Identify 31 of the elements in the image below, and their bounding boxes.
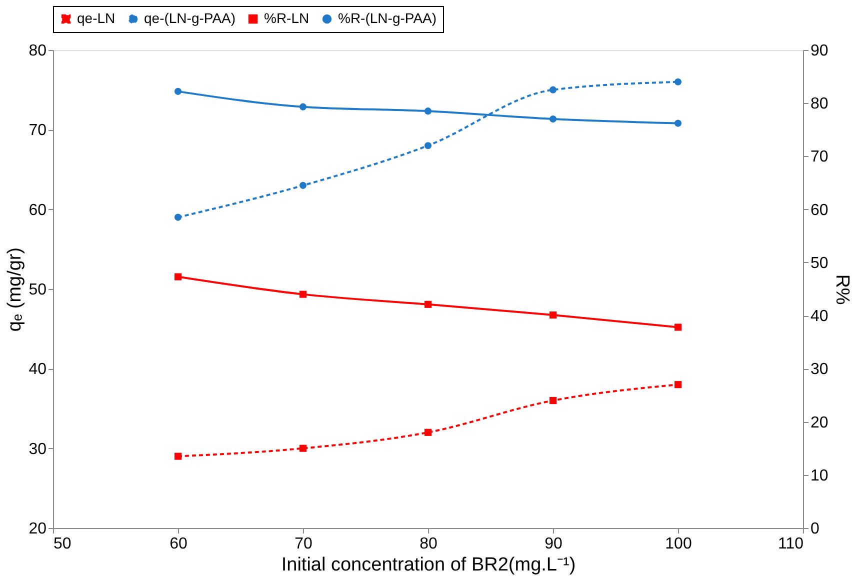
- y-tick-label: 60: [28, 202, 47, 219]
- y2-axis-title: R%: [831, 274, 852, 305]
- y-axis-title: qₑ (mg/gr): [4, 247, 26, 332]
- legend-label: %R-LN: [264, 10, 310, 26]
- y2-tick-label: 0: [810, 520, 820, 538]
- x-tick-label: 100: [665, 536, 692, 552]
- y2-tick-label: 10: [810, 467, 828, 484]
- legend-label: qe-(LN-g-PAA): [144, 10, 236, 26]
- legend-label: %R-(LN-g-PAA): [338, 10, 437, 26]
- x-tick-label: 110: [778, 536, 804, 552]
- y-tick-label: 30: [28, 440, 47, 458]
- y2-tick-label: 40: [810, 308, 828, 326]
- y2-tick-label: 30: [810, 361, 828, 378]
- y-tick-label: 20: [28, 520, 47, 538]
- y-tick-label: 50: [28, 282, 47, 298]
- y2-tick-label: 50: [810, 254, 828, 272]
- x-tick-label: 90: [544, 536, 562, 552]
- x-tick-label: 50: [54, 536, 72, 552]
- y-tick-label: 40: [28, 361, 47, 378]
- y2-tick-label: 60: [810, 202, 828, 219]
- x-tick-label: 70: [294, 536, 312, 552]
- x-tick-label: 80: [420, 536, 438, 552]
- y2-tick-label: 70: [810, 148, 828, 166]
- y2-tick-label: 80: [810, 96, 828, 113]
- y2-tick-label: 20: [810, 414, 828, 432]
- x-axis-title: Initial concentration of BR2(mg.L⁻¹): [281, 554, 576, 576]
- y-tick-label: 70: [28, 122, 47, 140]
- legend-label: qe-LN: [77, 10, 116, 26]
- x-tick-label: 60: [170, 536, 188, 552]
- y2-tick-label: 90: [810, 42, 828, 60]
- y-tick-label: 80: [28, 42, 47, 60]
